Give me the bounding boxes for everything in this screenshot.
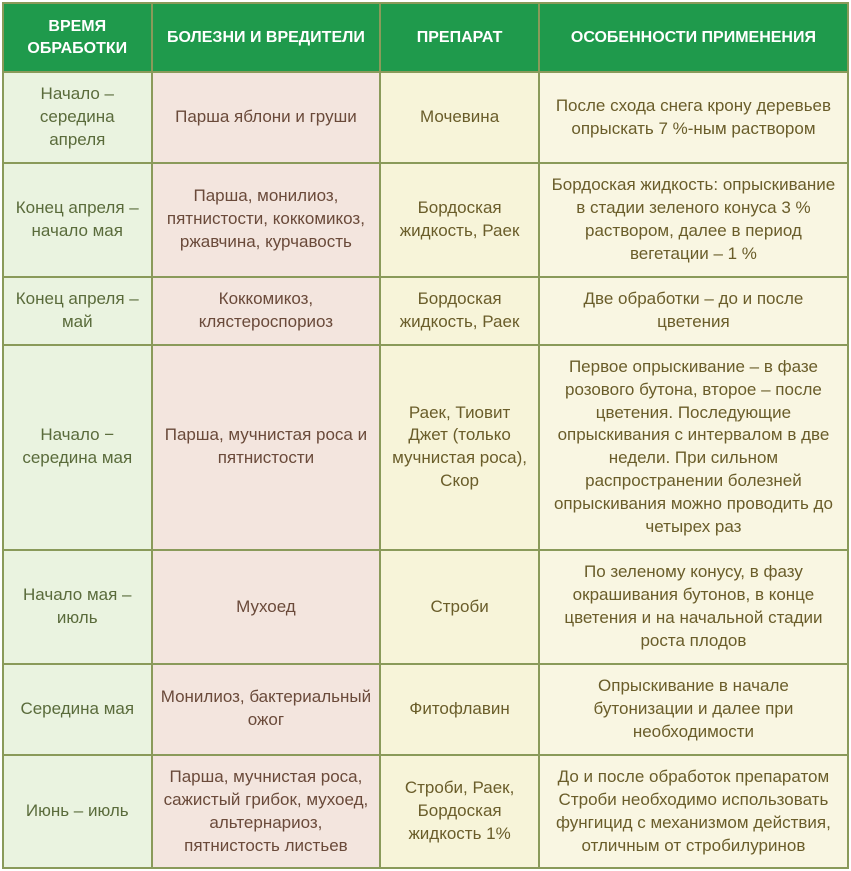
cell-time: Июнь – июль: [3, 755, 152, 869]
cell-drug: Фитофлавин: [380, 664, 539, 755]
cell-notes: После схода снега крону деревьев опрыска…: [539, 72, 848, 163]
cell-notes: Первое опрыскивание – в фазе розового бу…: [539, 345, 848, 551]
cell-time: Начало − середина мая: [3, 345, 152, 551]
cell-drug: Бордоская жидкость, Раек: [380, 277, 539, 345]
treatment-table: ВРЕМЯ ОБРАБОТКИ БОЛЕЗНИ И ВРЕДИТЕЛИ ПРЕП…: [2, 2, 849, 869]
cell-notes: Опрыскивание в начале бутонизации и дале…: [539, 664, 848, 755]
table-row: Начало − середина мая Парша, мучнистая р…: [3, 345, 848, 551]
cell-notes: Бордоская жидкость: опрыскивание в стади…: [539, 163, 848, 277]
cell-disease: Монилиоз, бактериальный ожог: [152, 664, 381, 755]
cell-notes: Две обработки – до и после цветения: [539, 277, 848, 345]
header-drug: ПРЕПАРАТ: [380, 3, 539, 72]
table-header: ВРЕМЯ ОБРАБОТКИ БОЛЕЗНИ И ВРЕДИТЕЛИ ПРЕП…: [3, 3, 848, 72]
table-row: Конец апреля – начало мая Парша, монилио…: [3, 163, 848, 277]
cell-time: Конец апреля – начало мая: [3, 163, 152, 277]
table-row: Июнь – июль Парша, мучнистая роса, сажис…: [3, 755, 848, 869]
cell-drug: Строби, Раек, Бордоская жидкость 1%: [380, 755, 539, 869]
cell-time: Начало мая – июль: [3, 550, 152, 664]
table-row: Начало мая – июль Мухоед Строби По зелен…: [3, 550, 848, 664]
cell-drug: Раек, Тиовит Джет (только мучнистая роса…: [380, 345, 539, 551]
cell-time: Конец апреля – май: [3, 277, 152, 345]
cell-drug: Бордоская жидкость, Раек: [380, 163, 539, 277]
cell-disease: Коккомикоз, клястероспориоз: [152, 277, 381, 345]
cell-drug: Мочевина: [380, 72, 539, 163]
cell-disease: Парша, мучнистая роса и пятнистости: [152, 345, 381, 551]
cell-time: Начало – середина апреля: [3, 72, 152, 163]
header-notes: ОСОБЕННОСТИ ПРИМЕНЕНИЯ: [539, 3, 848, 72]
cell-disease: Парша, монилиоз, пятнистости, коккомикоз…: [152, 163, 381, 277]
cell-drug: Строби: [380, 550, 539, 664]
table-body: Начало – середина апреля Парша яблони и …: [3, 72, 848, 868]
header-time: ВРЕМЯ ОБРАБОТКИ: [3, 3, 152, 72]
cell-disease: Мухоед: [152, 550, 381, 664]
cell-notes: По зеленому конусу, в фазу окрашивания б…: [539, 550, 848, 664]
header-disease: БОЛЕЗНИ И ВРЕДИТЕЛИ: [152, 3, 381, 72]
cell-time: Середина мая: [3, 664, 152, 755]
table-row: Середина мая Монилиоз, бактериальный ожо…: [3, 664, 848, 755]
table-row: Конец апреля – май Коккомикоз, клястерос…: [3, 277, 848, 345]
cell-notes: До и после обработок препаратом Строби н…: [539, 755, 848, 869]
cell-disease: Парша яблони и груши: [152, 72, 381, 163]
cell-disease: Парша, мучнистая роса, сажистый грибок, …: [152, 755, 381, 869]
table-row: Начало – середина апреля Парша яблони и …: [3, 72, 848, 163]
